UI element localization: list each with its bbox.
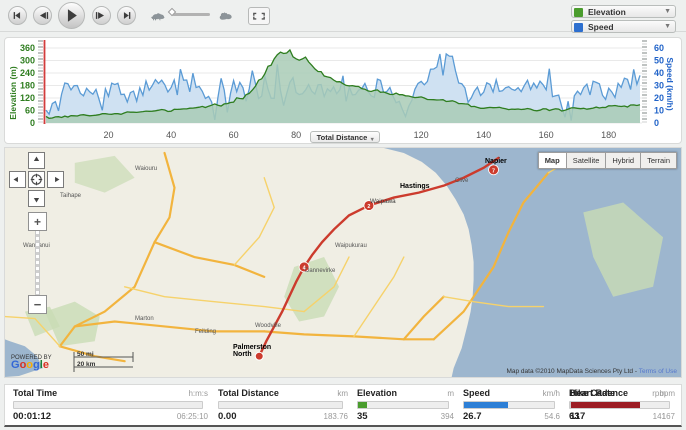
svg-text:50: 50 xyxy=(654,56,664,66)
svg-text:30: 30 xyxy=(654,81,664,91)
svg-text:Speed (km/h): Speed (km/h) xyxy=(665,57,675,111)
svg-text:0: 0 xyxy=(654,118,659,128)
svg-text:80: 80 xyxy=(291,130,301,140)
svg-text:240: 240 xyxy=(20,68,35,78)
svg-text:60: 60 xyxy=(654,43,664,53)
svg-text:40: 40 xyxy=(654,68,664,78)
svg-text:Elevation (m): Elevation (m) xyxy=(8,66,18,120)
svg-text:0: 0 xyxy=(30,118,35,128)
svg-text:20: 20 xyxy=(654,93,664,103)
svg-text:20: 20 xyxy=(103,130,113,140)
svg-text:360: 360 xyxy=(20,43,35,53)
svg-text:160: 160 xyxy=(539,130,554,140)
svg-text:120: 120 xyxy=(414,130,429,140)
svg-text:7: 7 xyxy=(492,168,495,174)
svg-text:180: 180 xyxy=(601,130,616,140)
svg-text:60: 60 xyxy=(229,130,239,140)
svg-text:40: 40 xyxy=(166,130,176,140)
svg-text:140: 140 xyxy=(476,130,491,140)
svg-text:300: 300 xyxy=(20,56,35,66)
svg-text:180: 180 xyxy=(20,81,35,91)
svg-text:60: 60 xyxy=(25,106,35,116)
svg-text:20 km: 20 km xyxy=(77,361,96,368)
svg-text:120: 120 xyxy=(20,93,35,103)
svg-text:10: 10 xyxy=(654,106,664,116)
svg-text:50 mi: 50 mi xyxy=(77,351,94,358)
